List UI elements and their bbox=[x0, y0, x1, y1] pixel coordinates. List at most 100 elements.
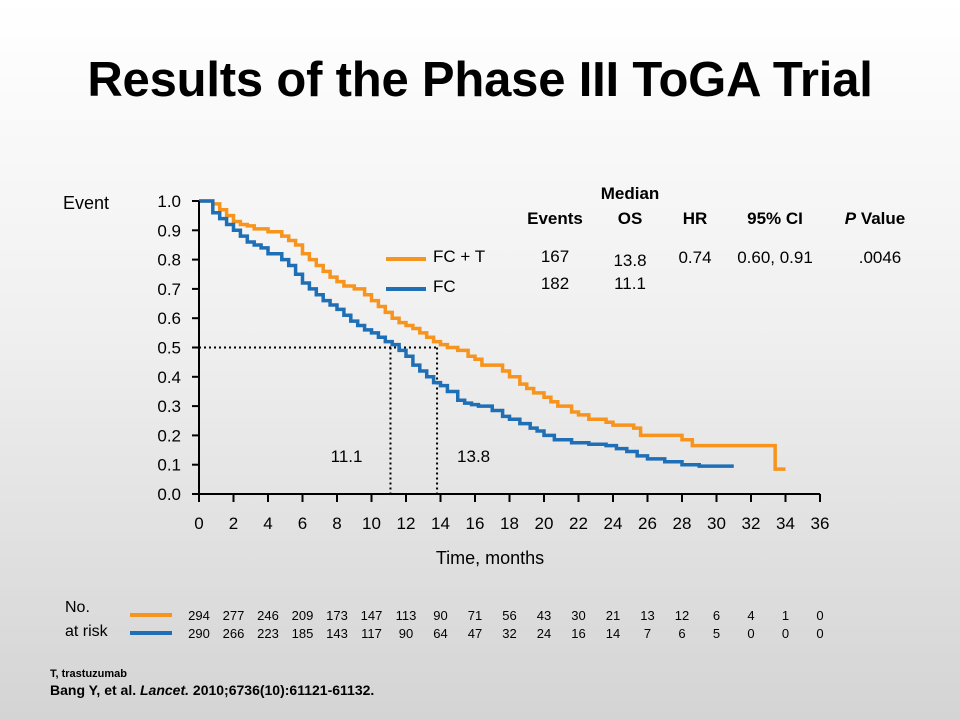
risk-label-line1: No. bbox=[65, 599, 90, 616]
x-tick-label: 2 bbox=[229, 514, 238, 533]
series-line-fct bbox=[199, 199, 786, 471]
x-tick-label: 28 bbox=[673, 514, 692, 533]
x-tick-label: 4 bbox=[263, 514, 272, 533]
x-tick-label: 0 bbox=[194, 514, 203, 533]
risk-number-fct: 277 bbox=[222, 608, 245, 623]
p-rest: Value bbox=[856, 209, 906, 228]
risk-number-fc: 16 bbox=[571, 626, 586, 641]
x-tick-label: 36 bbox=[811, 514, 830, 533]
risk-number-fct: 294 bbox=[188, 608, 210, 623]
risk-number-fc: 7 bbox=[643, 626, 652, 641]
x-tick-label: 16 bbox=[466, 514, 485, 533]
risk-number-fct: 30 bbox=[571, 608, 586, 623]
risk-number-fct: 1 bbox=[781, 608, 790, 623]
risk-number-fc: 90 bbox=[398, 626, 414, 641]
risk-number-fct: 56 bbox=[502, 608, 517, 623]
row1-hr: 0.74 bbox=[678, 248, 712, 267]
risk-number-fct: 13 bbox=[640, 608, 655, 623]
x-tick-label: 10 bbox=[362, 514, 381, 533]
y-tick-label: 0.3 bbox=[157, 397, 181, 416]
table-header-ci: 95% CI bbox=[747, 209, 803, 228]
citation-rest: 2010;6736(10):61121-61132. bbox=[189, 682, 375, 698]
y-tick-label: 1.0 bbox=[157, 192, 181, 211]
risk-number-fct: 21 bbox=[605, 608, 621, 623]
x-tick-label: 14 bbox=[431, 514, 450, 533]
risk-number-fct: 173 bbox=[326, 608, 348, 623]
risk-number-fc: 47 bbox=[467, 626, 483, 641]
y-tick-label: 0.1 bbox=[157, 456, 181, 475]
table-header-median: Median bbox=[600, 184, 660, 203]
row1-ci: 0.60, 0.91 bbox=[737, 248, 813, 267]
risk-number-fc: 117 bbox=[361, 626, 382, 641]
risk-number-fc: 64 bbox=[433, 626, 448, 641]
y-tick-label: 0.7 bbox=[157, 280, 181, 299]
legend-label-fc: FC bbox=[433, 277, 456, 296]
risk-number-fct: 6 bbox=[712, 608, 721, 623]
footnote: T, trastuzumab bbox=[50, 668, 128, 680]
row2-events: 182 bbox=[540, 274, 570, 293]
table-header-hr: HR bbox=[682, 209, 708, 228]
table-header-events: Events bbox=[527, 209, 583, 228]
citation: Bang Y, et al. Lancet. 2010;6736(10):611… bbox=[50, 682, 374, 698]
risk-number-fc: 223 bbox=[257, 626, 279, 641]
risk-number-fc: 290 bbox=[188, 626, 210, 641]
table-header-p: P Value bbox=[820, 209, 930, 229]
row2-os: 11.1 bbox=[614, 274, 646, 293]
risk-number-fct: 113 bbox=[395, 608, 417, 623]
x-tick-label: 20 bbox=[535, 514, 554, 533]
y-tick-label: 0.9 bbox=[157, 221, 181, 240]
risk-number-fc: 143 bbox=[326, 626, 348, 641]
page-title: Results of the Phase III ToGA Trial bbox=[87, 53, 873, 107]
x-tick-label: 6 bbox=[298, 514, 307, 533]
risk-number-fc: 266 bbox=[222, 626, 245, 641]
risk-number-fc: 0 bbox=[747, 626, 755, 641]
citation-journal: Lancet. bbox=[140, 682, 190, 698]
risk-number-fc: 6 bbox=[678, 626, 686, 641]
y-axis-word: Event bbox=[63, 193, 110, 213]
y-tick-label: 0.5 bbox=[157, 339, 181, 358]
row1-events: 167 bbox=[540, 247, 570, 266]
risk-number-fct: 209 bbox=[291, 608, 314, 623]
row1-p: .0046 bbox=[858, 248, 902, 267]
risk-number-fc: 0 bbox=[816, 626, 824, 641]
median-label-fc: 11.1 bbox=[331, 447, 363, 466]
table-header-os: OS bbox=[617, 209, 643, 228]
risk-number-fct: 147 bbox=[360, 608, 383, 623]
risk-number-fct: 90 bbox=[433, 608, 448, 623]
risk-number-fc: 0 bbox=[781, 626, 790, 641]
x-tick-label: 32 bbox=[742, 514, 761, 533]
x-tick-label: 12 bbox=[397, 514, 416, 533]
y-tick-label: 0.6 bbox=[157, 309, 181, 328]
x-axis-label: Time, months bbox=[435, 548, 545, 568]
risk-number-fc: 185 bbox=[291, 626, 314, 641]
risk-number-fc: 32 bbox=[502, 626, 517, 641]
x-tick-label: 22 bbox=[569, 514, 588, 533]
x-tick-label: 26 bbox=[638, 514, 657, 533]
risk-number-fct: 0 bbox=[816, 608, 824, 623]
citation-authors: Bang Y, et al. bbox=[50, 682, 140, 698]
x-tick-label: 30 bbox=[707, 514, 726, 533]
y-tick-label: 0.0 bbox=[157, 485, 181, 504]
risk-number-fct: 4 bbox=[747, 608, 755, 623]
x-tick-label: 34 bbox=[776, 514, 795, 533]
y-tick-label: 0.4 bbox=[157, 368, 181, 387]
legend-label-fct: FC + T bbox=[433, 247, 486, 266]
risk-number-fct: 43 bbox=[536, 608, 552, 623]
risk-number-fct: 246 bbox=[257, 608, 279, 623]
x-tick-label: 24 bbox=[604, 514, 623, 533]
median-label-fct: 13.8 bbox=[457, 447, 490, 466]
y-tick-label: 0.2 bbox=[157, 426, 181, 445]
x-tick-label: 18 bbox=[500, 514, 519, 533]
risk-number-fc: 14 bbox=[605, 626, 621, 641]
risk-number-fct: 71 bbox=[467, 608, 483, 623]
risk-number-fct: 12 bbox=[674, 608, 690, 623]
p-italic: P bbox=[844, 209, 857, 228]
x-tick-label: 8 bbox=[332, 514, 341, 533]
risk-number-fc: 5 bbox=[712, 626, 721, 641]
risk-number-fc: 24 bbox=[536, 626, 552, 641]
y-tick-label: 0.8 bbox=[157, 251, 181, 270]
series-line-fc bbox=[199, 199, 734, 468]
row1-os: 13.8 bbox=[613, 251, 647, 270]
